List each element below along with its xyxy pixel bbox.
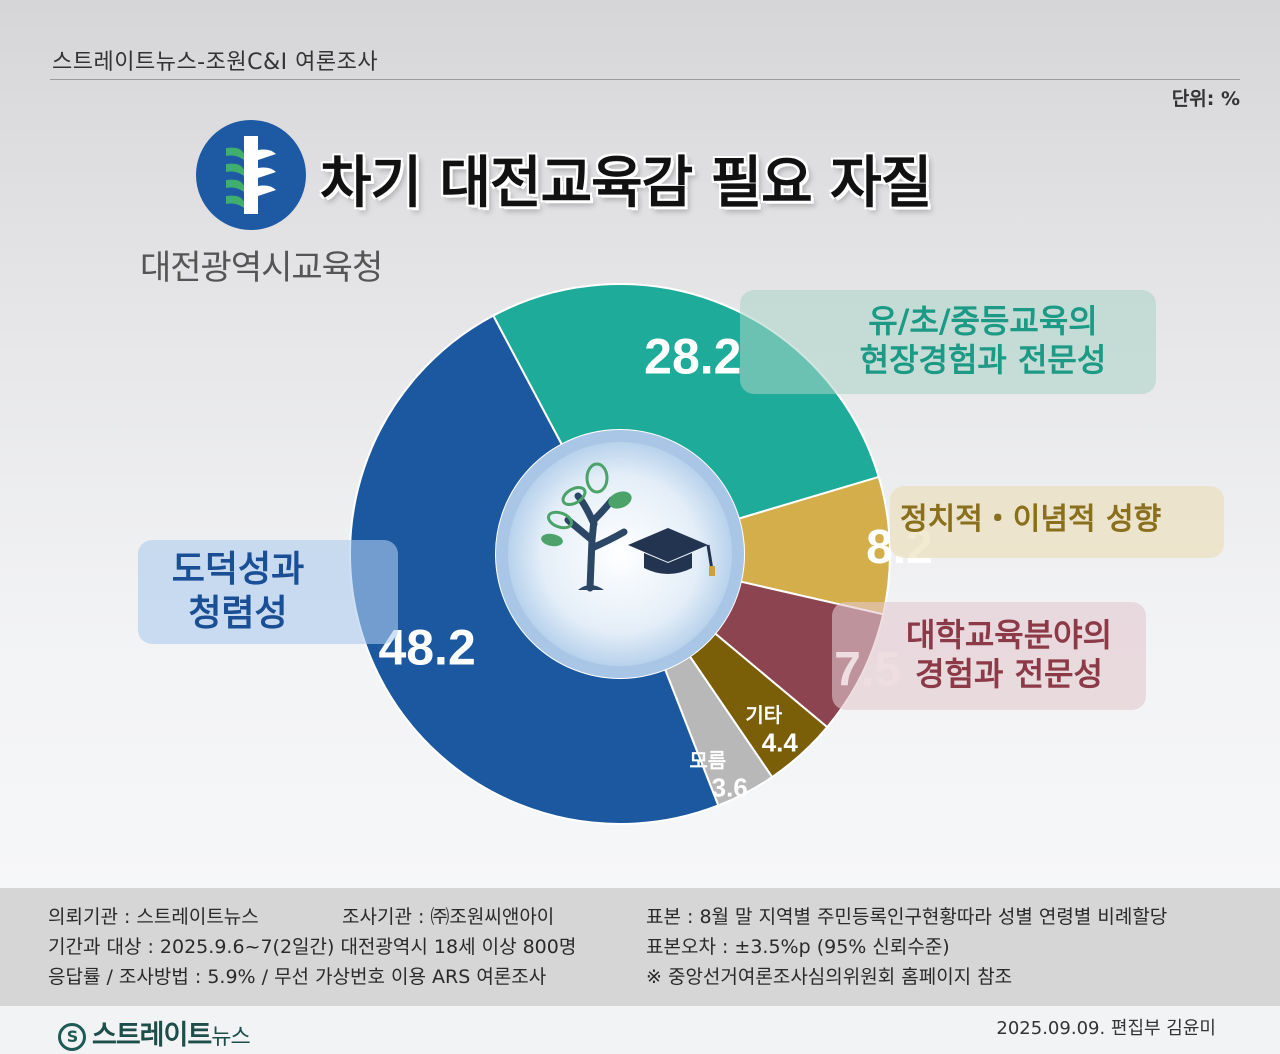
education-office-logo (196, 120, 306, 230)
info-line: 표본 : 8월 말 지역별 주민등록인구현황따라 성별 연령별 비례할당 (646, 906, 1168, 928)
center-disc (508, 442, 732, 666)
chart-title: 차기 대전교육감 필요 자질 (320, 151, 932, 216)
source-line: 스트레이트뉴스-조원C&I 여론조사 (52, 50, 379, 75)
info-line: 조사기관 : ㈜조원씨앤아이 (342, 906, 555, 928)
brand-name-small: 뉴스 (211, 1025, 250, 1050)
info-line: 표본오차 : ±3.5%p (95% 신뢰수준) (646, 936, 950, 958)
label-line: 도덕성과 (171, 549, 305, 590)
label-political-tendency: 정치적・이념적 성향 (890, 486, 1224, 558)
graduation-cap-icon (628, 528, 715, 576)
label-line: 경험과 전문성 (915, 655, 1103, 694)
value-label: 3.6 (712, 773, 748, 803)
label-line: 유/초/중등교육의 (868, 302, 1098, 340)
date-editor: 2025.09.09. 편집부 김윤미 (996, 1018, 1216, 1039)
brand-name: 스트레이트 (92, 1020, 212, 1051)
info-line: 의뢰기관 : 스트레이트뉴스 (48, 906, 259, 928)
bottom-bar (0, 1006, 1280, 1054)
category-label: 기타 (745, 703, 782, 727)
top-divider (50, 79, 1240, 80)
label-morality: 도덕성과 청렴성 (138, 540, 398, 644)
category-label: 모름 (689, 749, 726, 773)
info-line: 기간과 대상 : 2025.9.6~7(2일간) 대전광역시 18세 이상 80… (48, 936, 577, 958)
label-line: 청렴성 (188, 592, 288, 634)
label-line: 현장경험과 전문성 (859, 341, 1107, 380)
label-line: 대학교육분야의 (905, 616, 1113, 654)
survey-info-right: 표본 : 8월 말 지역별 주민등록인구현황따라 성별 연령별 비례할당 표본오… (646, 902, 1167, 992)
logo-emblem-icon (226, 136, 276, 214)
survey-info-panel: 의뢰기관 : 스트레이트뉴스 기간과 대상 : 2025.9.6~7(2일간) … (0, 888, 1280, 1006)
label-field-experience: 유/초/중등교육의 현장경험과 전문성 (740, 290, 1156, 394)
brand-logo: S 스트레이트뉴스 (58, 1013, 251, 1052)
logo-text: 대전광역시교육청 (140, 248, 383, 288)
value-label: 4.4 (762, 727, 799, 757)
info-line: 응답률 / 조사방법 : 5.9% / 무선 가상번호 이용 ARS 여론조사 (48, 966, 547, 988)
unit-label: 단위: % (1171, 88, 1240, 110)
label-line: 정치적・이념적 성향 (900, 502, 1162, 537)
survey-info-left: 의뢰기관 : 스트레이트뉴스 기간과 대상 : 2025.9.6~7(2일간) … (48, 902, 576, 992)
label-university-experience: 대학교육분야의 경험과 전문성 (832, 602, 1146, 710)
value-label: 28.2 (644, 329, 741, 385)
brand-s-icon: S (58, 1023, 86, 1051)
tree-icon (541, 462, 632, 592)
survey-info-middle: 조사기관 : ㈜조원씨앤아이 (342, 902, 554, 932)
info-line: ※ 중앙선거여론조사심의위원회 홈페이지 참조 (646, 966, 1013, 988)
